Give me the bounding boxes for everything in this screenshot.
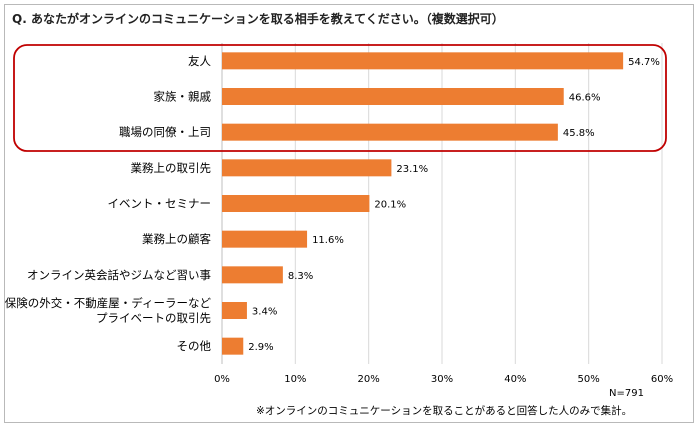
bar: [222, 159, 392, 177]
category-label: 業務上の取引先: [131, 161, 212, 175]
x-tick-label: 50%: [578, 374, 600, 385]
category-label: 家族・親戚: [154, 90, 212, 104]
x-tick-label: 0%: [214, 374, 230, 385]
category-label: 職場の同僚・上司: [119, 125, 211, 139]
x-tick-label: 40%: [504, 374, 526, 385]
bar: [222, 52, 624, 70]
category-label: オンライン英会話やジムなど習い事: [27, 268, 211, 282]
value-label: 8.3%: [288, 271, 313, 282]
value-label: 11.6%: [312, 235, 344, 246]
value-label: 46.6%: [569, 93, 601, 104]
x-tick-label: 20%: [358, 374, 380, 385]
category-label: その他: [177, 339, 212, 353]
x-tick-label: 10%: [284, 374, 306, 385]
chart-frame: [4, 4, 694, 423]
bar: [222, 88, 564, 105]
bar: [222, 302, 247, 319]
category-label: 保険の外交・不動産屋・ディーラーなどプライベートの取引先: [5, 296, 212, 325]
bar: [222, 266, 283, 284]
value-label: 45.8%: [563, 128, 595, 139]
x-tick-label: 30%: [431, 374, 453, 385]
value-label: 23.1%: [396, 164, 428, 175]
category-label: 友人: [188, 54, 211, 68]
bar: [222, 123, 558, 141]
category-label-line: 保険の外交・不動産屋・ディーラーなど: [5, 296, 212, 310]
bar: [222, 195, 370, 212]
category-label-line: プライベートの取引先: [96, 311, 211, 325]
category-label: イベント・セミナー: [108, 197, 212, 211]
bar: [222, 337, 244, 355]
bar: [222, 230, 308, 248]
value-label: 3.4%: [252, 307, 277, 318]
value-label: 54.7%: [628, 57, 660, 68]
chart-title: Q. あなたがオンラインのコミュニケーションを取る相手を教えてください。（複数選…: [12, 12, 504, 26]
category-label: 業務上の顧客: [142, 232, 211, 246]
value-label: 2.9%: [248, 342, 273, 353]
x-tick-label: 60%: [651, 374, 673, 385]
footnote: ※オンラインのコミュニケーションを取ることがあると回答した人のみで集計。: [256, 405, 633, 417]
value-label: 20.1%: [374, 200, 406, 211]
sample-size: N=791: [609, 388, 644, 399]
highlight-box: [13, 44, 667, 152]
